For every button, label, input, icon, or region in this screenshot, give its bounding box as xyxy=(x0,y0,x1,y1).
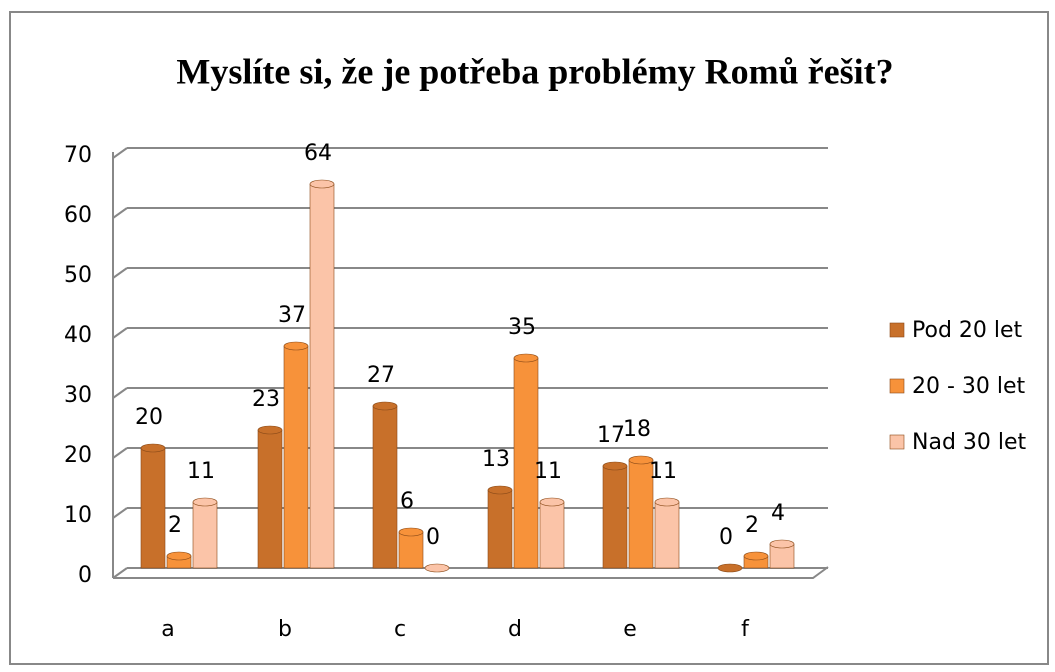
grid-slant xyxy=(112,567,128,579)
x-tick-label: f xyxy=(741,617,750,642)
chart-title: Myslíte si, že je potřeba problémy Romů … xyxy=(176,51,893,91)
y-tick-label: 70 xyxy=(64,143,92,168)
bar-cap xyxy=(628,455,654,465)
grid-slant xyxy=(112,267,128,279)
bar-cap xyxy=(602,461,628,471)
value-label: 64 xyxy=(304,141,332,166)
grid-slant xyxy=(112,387,128,399)
bar xyxy=(398,531,424,569)
bar xyxy=(140,447,166,569)
value-label: 27 xyxy=(367,363,395,388)
grid-slant xyxy=(112,207,128,219)
bar-cap xyxy=(654,497,680,507)
value-label: 37 xyxy=(278,303,306,328)
x-tick-label: a xyxy=(161,617,174,642)
bar-cap xyxy=(257,425,283,435)
value-label: 11 xyxy=(649,459,677,484)
x-tick-label: c xyxy=(394,617,406,642)
bar-cap xyxy=(769,539,795,549)
bar xyxy=(487,489,513,569)
legend-swatch xyxy=(889,378,905,394)
y-tick-label: 20 xyxy=(64,443,92,468)
bar-cap xyxy=(283,341,309,351)
bar xyxy=(283,345,309,569)
value-label: 17 xyxy=(597,423,625,448)
value-label: 0 xyxy=(719,525,733,550)
grid-slant xyxy=(112,147,128,159)
bar xyxy=(309,183,335,569)
y-tick-label: 40 xyxy=(64,323,92,348)
value-label: 2 xyxy=(168,513,182,538)
x-axis xyxy=(113,566,829,579)
bar xyxy=(372,405,398,569)
bar xyxy=(539,501,565,569)
value-label: 35 xyxy=(508,315,536,340)
y-tick-label: 50 xyxy=(64,263,92,288)
value-label: 11 xyxy=(534,459,562,484)
bar xyxy=(192,501,218,569)
x-tick-label: b xyxy=(278,617,292,642)
bar-cap xyxy=(717,563,743,573)
y-tick-label: 30 xyxy=(64,383,92,408)
bar-cap xyxy=(192,497,218,507)
legend-swatch xyxy=(889,322,905,338)
bar xyxy=(257,429,283,569)
x-tick-label: d xyxy=(508,617,522,642)
bar-cap xyxy=(424,563,450,573)
bar-cap xyxy=(372,401,398,411)
value-label: 0 xyxy=(426,525,440,550)
value-label: 4 xyxy=(771,501,785,526)
y-tick-label: 60 xyxy=(64,203,92,228)
legend-label: Pod 20 let xyxy=(912,318,1023,343)
value-label: 6 xyxy=(400,489,414,514)
bar-cap xyxy=(166,551,192,561)
bar-cap xyxy=(140,443,166,453)
bar-cap xyxy=(513,353,539,363)
grid-slant xyxy=(112,507,128,519)
bar-cap xyxy=(309,179,335,189)
bar xyxy=(602,465,628,569)
value-label: 20 xyxy=(135,405,163,430)
bar-cap xyxy=(539,497,565,507)
bar xyxy=(654,501,680,569)
value-label: 13 xyxy=(482,447,510,472)
y-tick-label: 0 xyxy=(78,563,92,588)
legend-label: 20 - 30 let xyxy=(912,374,1026,399)
value-label: 11 xyxy=(187,459,215,484)
legend-swatch xyxy=(889,434,905,450)
value-label: 18 xyxy=(623,417,651,442)
y-tick-label: 10 xyxy=(64,503,92,528)
bar-cap xyxy=(487,485,513,495)
value-label: 23 xyxy=(252,387,280,412)
bar-cap xyxy=(398,527,424,537)
legend-label: Nad 30 let xyxy=(912,430,1027,455)
bar-cap xyxy=(743,551,769,561)
grid-slant xyxy=(112,327,128,339)
grid-slant xyxy=(112,447,128,459)
x-tick-label: e xyxy=(623,617,637,642)
bar xyxy=(513,357,539,569)
value-label: 2 xyxy=(745,513,759,538)
